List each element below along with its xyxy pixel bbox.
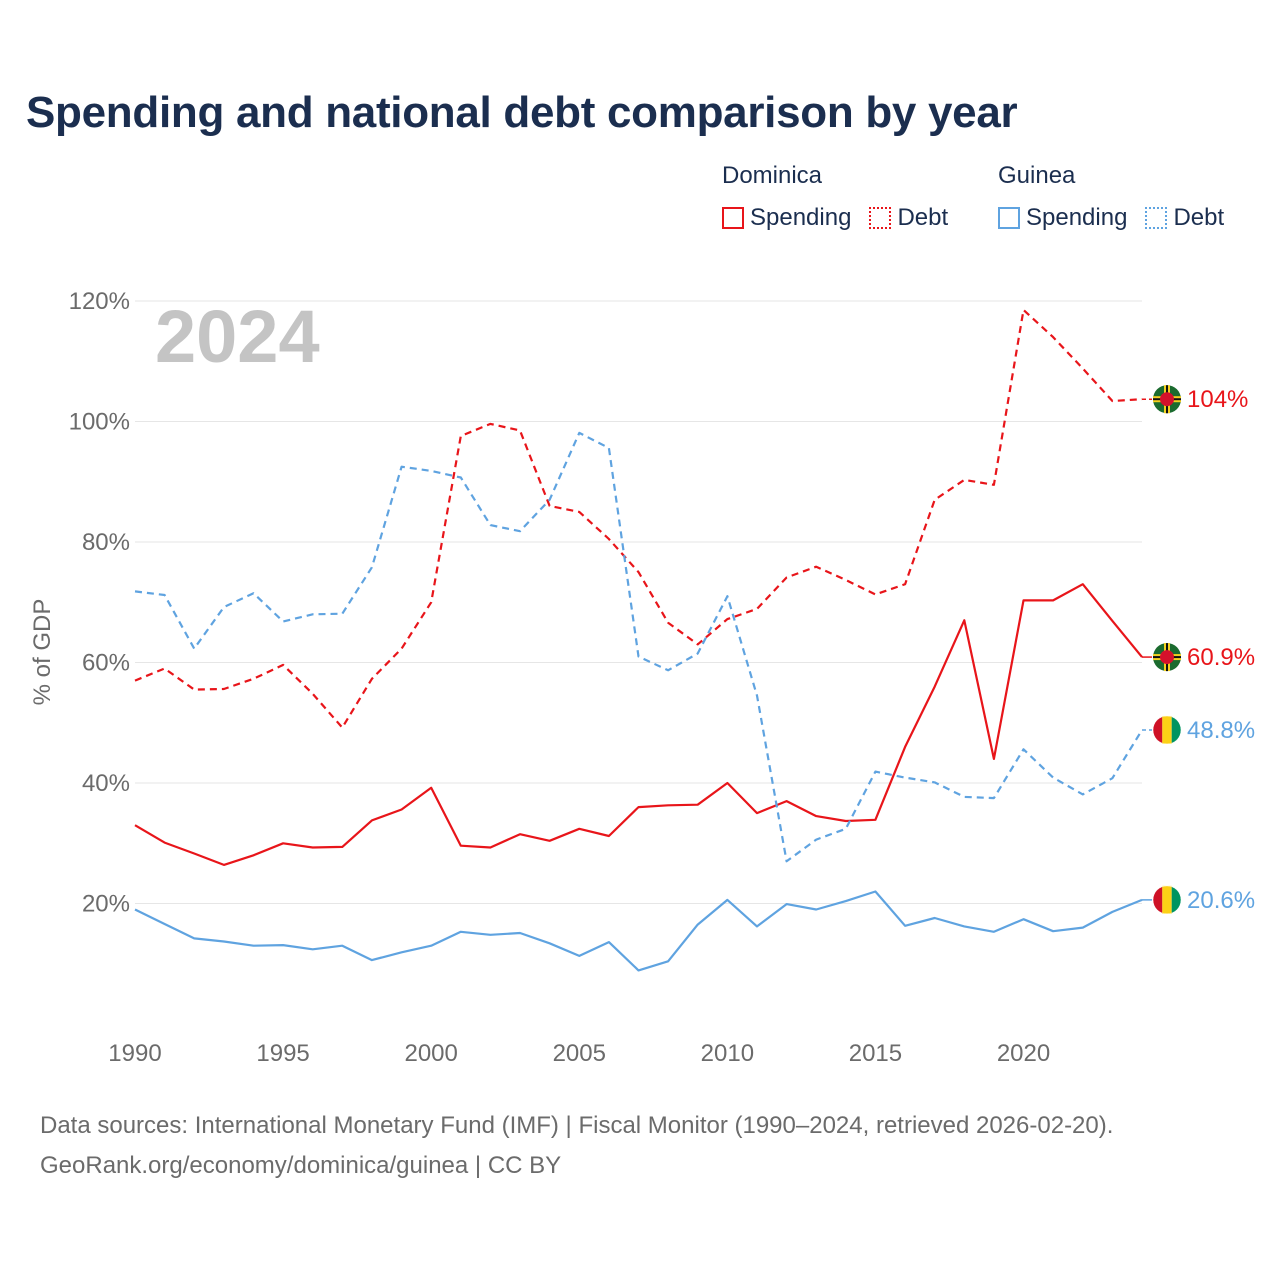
legend-label: Spending [1026, 204, 1128, 231]
legend-label: Debt [1173, 204, 1225, 231]
gridlines [135, 300, 1142, 904]
series-line-guinea-spending[interactable] [134, 890, 1143, 972]
legend-label: Spending [750, 204, 852, 231]
source-note: Data sources: International Monetary Fun… [40, 1106, 1113, 1186]
legend-item-dominica-debt[interactable]: Debt [869, 204, 948, 232]
dominica-flag-icon [1153, 385, 1181, 414]
y-axis-label: % of GDP [29, 599, 56, 706]
y-tick-label: 80% [82, 529, 130, 556]
series-line-dominica-debt[interactable] [134, 308, 1143, 729]
x-tick-label: 2010 [701, 1040, 754, 1067]
y-tick-label: 40% [82, 770, 130, 797]
series-lines [134, 308, 1143, 972]
x-tick-label: 2020 [997, 1040, 1050, 1067]
legend-swatch-solid-icon [722, 207, 744, 229]
legend-label: Debt [897, 204, 949, 231]
y-tick-label: 60% [82, 650, 130, 677]
legend-item-guinea-debt[interactable]: Debt [1145, 204, 1224, 232]
legend-item-guinea-spending[interactable]: Spending [998, 204, 1127, 232]
x-tick-label: 1995 [256, 1040, 309, 1067]
y-axis-ticks: 20% 40% 60% 80% 100% 120% [69, 288, 130, 918]
guinea-flag-icon [1152, 885, 1182, 915]
legend-guinea: Spending Debt [998, 204, 1242, 232]
legend-group-dominica: Dominica [722, 162, 823, 189]
source-line: Data sources: International Monetary Fun… [40, 1112, 1114, 1139]
series-end-labels: 60.9% 104% 20.6% 48.8% [1142, 385, 1255, 915]
line-chart: 2024 % of GDP 20%40%60%80%100%120% 1990 1… [29, 288, 1255, 1067]
end-value-label: 104% [1187, 386, 1248, 413]
end-value-label: 48.8% [1187, 717, 1255, 744]
x-tick-label: 1990 [108, 1040, 161, 1067]
year-watermark: 2024 [155, 295, 320, 378]
legend-group-guinea: Guinea [998, 162, 1076, 189]
chart-title: Spending and national debt comparison by… [26, 88, 1018, 137]
y-tick-label: 20% [82, 891, 130, 918]
end-value-label: 60.9% [1187, 644, 1255, 671]
legend-dominica: Spending Debt [722, 204, 966, 232]
legend-item-dominica-spending[interactable]: Spending [722, 204, 851, 232]
series-line-dominica-spending[interactable] [134, 583, 1143, 867]
y-tick-label: 100% [69, 409, 130, 436]
x-axis-ticks: 1990 1995 2000 2005 2010 2015 2020 [108, 1040, 1050, 1067]
legend-swatch-dotted-icon [869, 207, 892, 229]
dominica-flag-icon [1153, 643, 1181, 672]
x-tick-label: 2005 [553, 1040, 606, 1067]
y-tick-label: 120% [69, 288, 130, 315]
legend-swatch-solid-icon [998, 207, 1020, 229]
end-value-label: 20.6% [1187, 887, 1255, 914]
x-tick-label: 2015 [849, 1040, 902, 1067]
x-tick-label: 2000 [404, 1040, 457, 1067]
legend-swatch-dotted-icon [1145, 207, 1168, 229]
guinea-flag-icon [1152, 715, 1182, 745]
source-credit[interactable]: GeoRank.org/economy/dominica/guinea | CC… [40, 1152, 562, 1179]
series-line-guinea-debt[interactable] [134, 431, 1143, 863]
